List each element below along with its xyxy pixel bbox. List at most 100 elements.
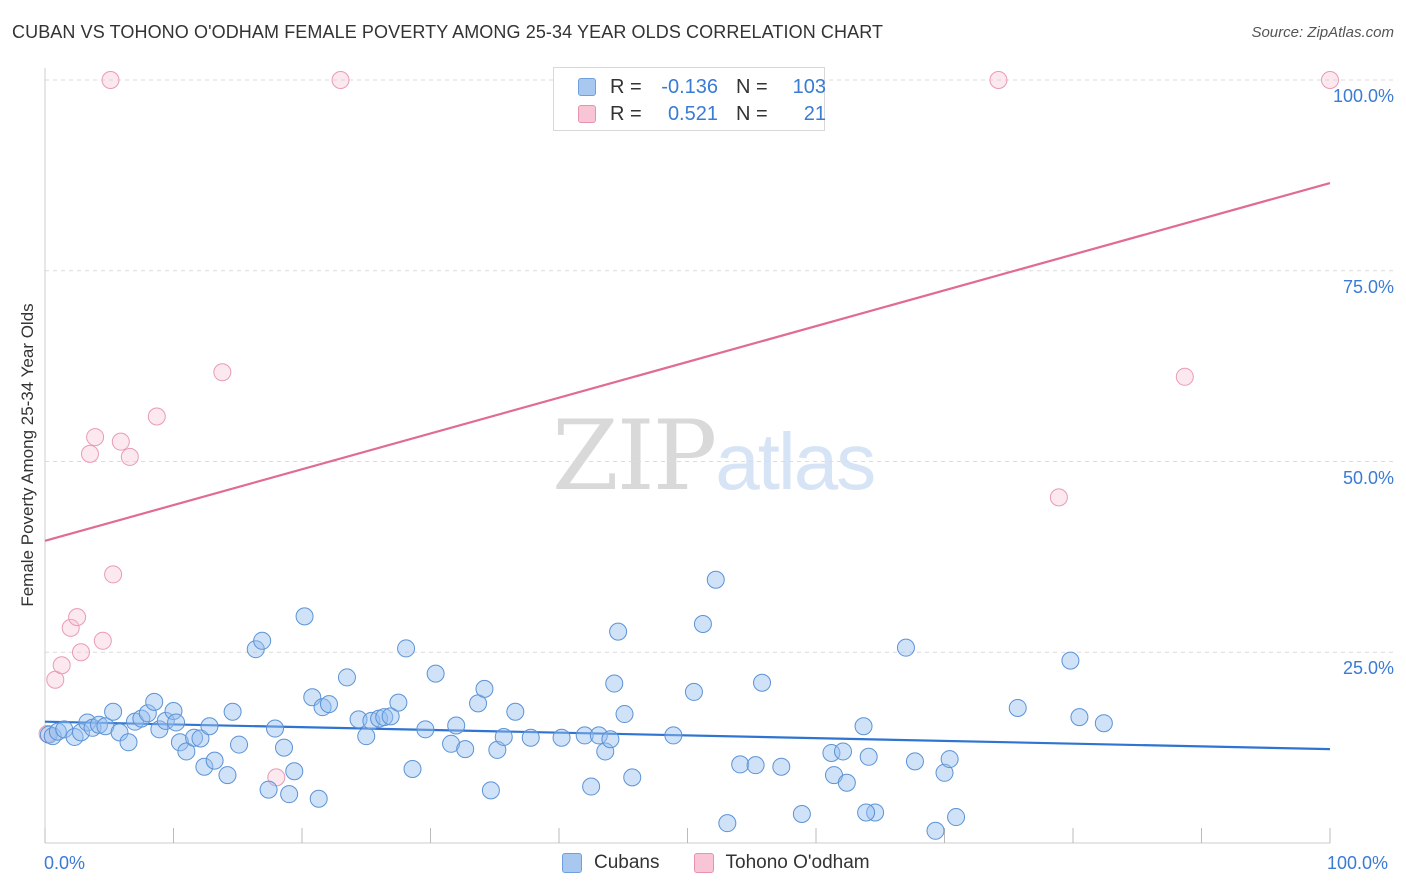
legend-label-cubans: Cubans bbox=[594, 852, 660, 873]
cuban-point bbox=[191, 729, 210, 748]
tohono-point bbox=[80, 444, 99, 463]
cuban-point bbox=[772, 757, 791, 776]
cuban-point bbox=[375, 708, 394, 727]
cuban-point bbox=[854, 717, 873, 736]
cuban-point bbox=[575, 726, 594, 745]
tohono-point bbox=[989, 71, 1008, 89]
cuban-point bbox=[718, 814, 737, 833]
legend-swatch-cubans bbox=[562, 853, 582, 873]
legend-n-value: 103 bbox=[792, 75, 826, 98]
cuban-point bbox=[1094, 714, 1113, 733]
cuban-point bbox=[582, 777, 601, 796]
tohono-point bbox=[331, 71, 350, 89]
tohono-point bbox=[71, 643, 90, 662]
cuban-point bbox=[177, 742, 196, 761]
cuban-point bbox=[615, 705, 634, 724]
cuban-point bbox=[403, 759, 422, 778]
cuban-point bbox=[285, 762, 304, 781]
legend-n-label: N = bbox=[736, 102, 768, 125]
cuban-point bbox=[164, 702, 183, 721]
cuban-point bbox=[78, 713, 97, 732]
cuban-point bbox=[426, 664, 445, 683]
tohono-point bbox=[61, 618, 80, 637]
cuban-trend-line bbox=[44, 720, 1331, 751]
cuban-point bbox=[837, 773, 856, 792]
cuban-point bbox=[195, 757, 214, 776]
cuban-point bbox=[65, 727, 84, 746]
tohono-point bbox=[101, 71, 120, 89]
cuban-point bbox=[896, 638, 915, 657]
cuban-point bbox=[481, 781, 500, 800]
cuban-point bbox=[357, 727, 376, 746]
watermark-zip: ZIP bbox=[552, 400, 717, 512]
cuban-point bbox=[447, 716, 466, 735]
tohono-point bbox=[86, 428, 105, 447]
cuban-point bbox=[609, 622, 628, 641]
cuban-point bbox=[833, 742, 852, 761]
tohono-point bbox=[93, 631, 112, 650]
source-credit: Source: ZipAtlas.com bbox=[1251, 24, 1394, 41]
cuban-point bbox=[253, 631, 272, 650]
cuban-point bbox=[746, 756, 765, 775]
tohono-trend-line bbox=[44, 181, 1331, 542]
legend-r-label: R = bbox=[610, 75, 642, 98]
cuban-point bbox=[857, 803, 876, 822]
cuban-point bbox=[442, 734, 461, 753]
cuban-point bbox=[110, 723, 129, 742]
cuban-point bbox=[337, 668, 356, 687]
tohono-point bbox=[1321, 71, 1339, 89]
cuban-point bbox=[926, 821, 945, 840]
tohono-point bbox=[1175, 367, 1194, 386]
legend-row-cubans: R = -0.136 N = 103 bbox=[578, 74, 826, 100]
cuban-point bbox=[792, 805, 811, 824]
cuban-point bbox=[349, 710, 368, 729]
cuban-point bbox=[295, 607, 314, 626]
legend-r-value: -0.136 bbox=[661, 75, 718, 98]
cuban-point bbox=[381, 707, 400, 726]
tohono-point bbox=[120, 447, 139, 466]
zipatlas-watermark: ZIPatlas bbox=[552, 400, 876, 512]
legend-swatch-tohono bbox=[693, 853, 714, 873]
cuban-point bbox=[145, 692, 164, 711]
legend-r-label: R = bbox=[610, 102, 642, 125]
trend-lines bbox=[44, 181, 1331, 751]
y-tick-label: 25.0% bbox=[1342, 658, 1394, 679]
cuban-point bbox=[89, 715, 108, 734]
y-tick-label: 75.0% bbox=[1342, 276, 1394, 297]
tohono-point bbox=[111, 432, 130, 451]
y-tick-label: 100.0% bbox=[1332, 86, 1394, 106]
cuban-point bbox=[623, 768, 642, 787]
cuban-point bbox=[104, 702, 123, 721]
cuban-point bbox=[309, 789, 328, 808]
cuban-point bbox=[940, 750, 959, 769]
cuban-point bbox=[205, 751, 224, 770]
cuban-point bbox=[494, 727, 513, 746]
series-legend: Cubans Tohono O'odham bbox=[562, 852, 904, 874]
tohono-point bbox=[147, 407, 166, 426]
cuban-point bbox=[170, 733, 189, 752]
cuban-point bbox=[731, 755, 750, 774]
tohono-point bbox=[213, 363, 232, 382]
cuban-point bbox=[605, 674, 624, 693]
cuban-point bbox=[200, 717, 219, 736]
cuban-point bbox=[71, 723, 90, 742]
cuban-point bbox=[389, 693, 408, 712]
cuban-point bbox=[589, 726, 608, 745]
cuban-point bbox=[218, 766, 237, 785]
cuban-point bbox=[230, 735, 249, 754]
cuban-point bbox=[552, 728, 571, 747]
legend-row-tohono: R = 0.521 N = 21 bbox=[578, 101, 826, 127]
legend-label-tohono: Tohono O'odham bbox=[725, 852, 870, 873]
legend-n-value: 21 bbox=[803, 102, 826, 125]
y-tick-label: 50.0% bbox=[1342, 467, 1394, 488]
cuban-point bbox=[456, 740, 475, 759]
legend-n-label: N = bbox=[736, 75, 768, 98]
cuban-point bbox=[753, 673, 772, 692]
cuban-point bbox=[397, 639, 416, 658]
cuban-point bbox=[935, 763, 954, 782]
legend-swatch-tohono bbox=[578, 105, 596, 123]
legend-item-cubans: Cubans bbox=[562, 852, 660, 874]
tohono-point bbox=[1049, 488, 1068, 507]
cuban-point bbox=[506, 702, 525, 721]
